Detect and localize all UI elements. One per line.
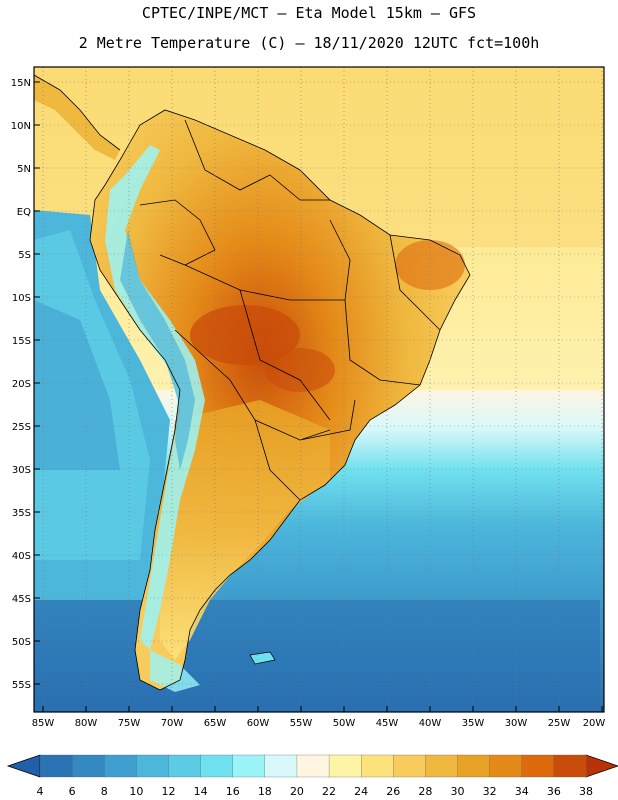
lon-label: 80W	[75, 718, 98, 729]
ticks	[34, 81, 603, 712]
colorbar-swatch	[521, 754, 555, 778]
colorbar-low-arrow	[6, 754, 41, 778]
lat-label: 45S	[12, 594, 31, 605]
colorbar-label: 30	[451, 785, 465, 798]
colorbar-label: 16	[226, 785, 240, 798]
lon-label: 55W	[290, 718, 313, 729]
colorbar-label: 24	[354, 785, 368, 798]
lon-label: 65W	[204, 718, 227, 729]
lat-label: 40S	[12, 551, 31, 562]
lat-label: 30S	[12, 465, 31, 476]
colorbar-swatch	[136, 754, 170, 778]
lat-label: 50S	[12, 637, 31, 648]
colorbar-label: 20	[290, 785, 304, 798]
colorbar-swatch	[168, 754, 202, 778]
lon-label: 45W	[376, 718, 399, 729]
lat-labels: 15N 10N 5N EQ 5S 10S 15S 20S 25S 30S 35S…	[11, 78, 31, 691]
colorbar-label: 28	[418, 785, 432, 798]
colorbar-swatch	[296, 754, 330, 778]
colorbar-swatch	[425, 754, 459, 778]
colorbar-label: 8	[101, 785, 108, 798]
map-field	[34, 67, 604, 712]
country-borders	[34, 74, 471, 691]
colorbar-label: 22	[322, 785, 336, 798]
lat-label: 20S	[12, 379, 31, 390]
colorbar-swatch	[264, 754, 298, 778]
lat-label: 25S	[12, 422, 31, 433]
colorbar-label: 38	[579, 785, 593, 798]
map-title-line1: CPTEC/INPE/MCT – Eta Model 15km – GFS	[141, 4, 477, 22]
lon-label: 75W	[118, 718, 141, 729]
colorbar-swatch	[39, 754, 73, 778]
lon-label: 85W	[32, 718, 55, 729]
lat-label: 55S	[12, 680, 31, 691]
colorbar-label: 32	[483, 785, 497, 798]
lon-label: 30W	[505, 718, 528, 729]
colorbar-swatch	[71, 754, 105, 778]
lon-label: 20W	[583, 718, 606, 729]
lon-label: 35W	[462, 718, 485, 729]
lat-label: 10S	[12, 293, 31, 304]
lat-lon-grid	[34, 67, 604, 712]
lon-label: 25W	[548, 718, 571, 729]
colorbar: 4 6 8 10 12 14 16 18 20 22 24 26 28 30 32 34 36 38	[6, 754, 618, 798]
lat-label: 15N	[11, 78, 31, 89]
lat-label: 15S	[12, 336, 31, 347]
colorbar-label: 14	[194, 785, 208, 798]
colorbar-swatch	[104, 754, 138, 778]
colorbar-label: 26	[386, 785, 400, 798]
lat-label: 5S	[18, 250, 31, 261]
lon-label: 60W	[247, 718, 270, 729]
colorbar-swatch	[489, 754, 523, 778]
colorbar-label: 18	[258, 785, 272, 798]
colorbar-swatch	[553, 754, 587, 778]
colorbar-label: 34	[515, 785, 529, 798]
lon-labels: 85W 80W 75W 70W 65W 60W 55W 50W 45W 40W …	[32, 718, 606, 729]
colorbar-swatch	[232, 754, 266, 778]
map-frame	[33, 66, 605, 713]
colorbar-label: 6	[69, 785, 76, 798]
colorbar-label: 4	[37, 785, 44, 798]
colorbar-high-arrow	[585, 754, 618, 778]
lat-label: 10N	[11, 121, 31, 132]
map-title-line2: 2 Metre Temperature (C) – 18/11/2020 12U…	[78, 34, 540, 52]
lat-label: 5N	[17, 164, 31, 175]
colorbar-label: 12	[161, 785, 175, 798]
lon-label: 40W	[419, 718, 442, 729]
lat-label: EQ	[17, 207, 31, 218]
colorbar-swatch	[328, 754, 362, 778]
colorbar-swatch	[361, 754, 394, 778]
colorbar-swatch	[457, 754, 491, 778]
lat-label: 35S	[12, 508, 31, 519]
colorbar-label: 36	[547, 785, 561, 798]
lon-label: 70W	[161, 718, 184, 729]
colorbar-swatch	[393, 754, 427, 778]
colorbar-swatch	[200, 754, 234, 778]
lon-label: 50W	[333, 718, 356, 729]
colorbar-label: 10	[129, 785, 143, 798]
